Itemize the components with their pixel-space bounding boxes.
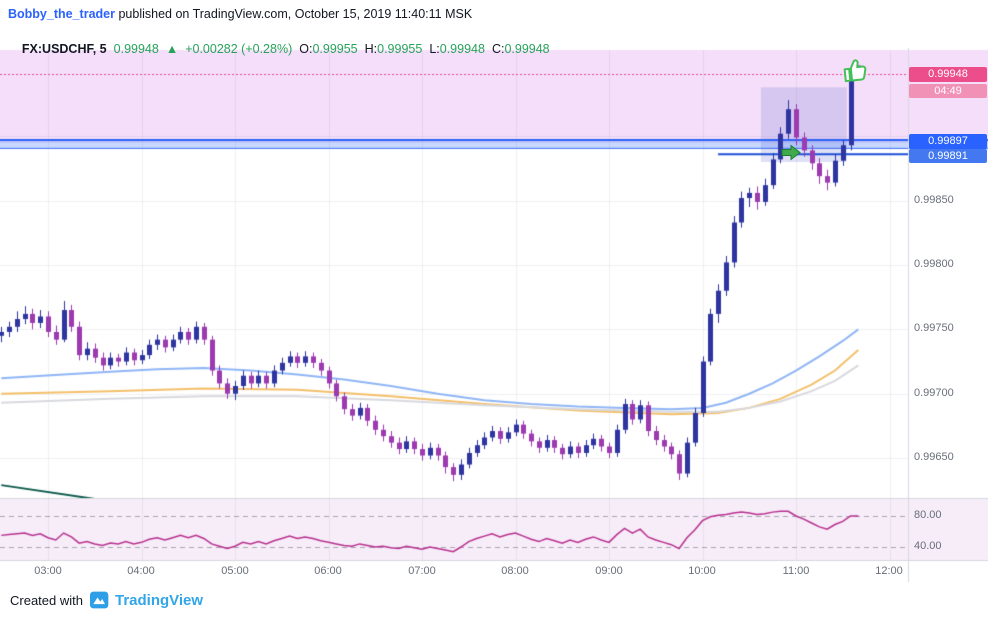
time-axis-label: 03:00 [34, 565, 62, 577]
time-axis-label: 04:00 [127, 565, 155, 577]
last-price-value: 0.99948 [113, 42, 159, 56]
bar-countdown-chip: 04:49 [909, 84, 987, 98]
time-axis-label: 08:00 [501, 565, 529, 577]
created-with-text: Created with [10, 592, 83, 608]
time-axis-label: 10:00 [688, 565, 716, 577]
time-axis-label: 05:00 [221, 565, 249, 577]
oscillator-guide-label: 80.00 [914, 509, 942, 521]
publish-text: published on TradingView.com, October 15… [114, 7, 473, 21]
last-price-chip: 0.99948 [909, 67, 987, 82]
low-value: 0.99948 [439, 42, 485, 56]
close-label: C: [491, 42, 505, 56]
change-up-arrow-icon: ▲ [165, 42, 179, 56]
time-axis-label: 12:00 [875, 565, 903, 577]
open-value: 0.99955 [312, 42, 358, 56]
time-axis-label: 07:00 [408, 565, 436, 577]
symbol-name[interactable]: FX:USDCHF, 5 [21, 42, 107, 56]
oscillator-guide-label: 40.00 [914, 540, 942, 552]
high-label: H: [364, 42, 378, 56]
price-axis-label: 0.99700 [914, 387, 954, 399]
level-upper-chip: 0.99897 [909, 134, 987, 149]
tradingview-logo-icon[interactable] [89, 589, 110, 611]
price-axis-label: 0.99850 [914, 194, 954, 206]
author-link[interactable]: Bobby_the_trader [8, 7, 115, 21]
open-label: O: [299, 42, 313, 56]
time-axis-label: 11:00 [782, 565, 810, 577]
price-axis-label: 0.99800 [914, 258, 954, 270]
time-axis-label: 09:00 [595, 565, 623, 577]
price-axis-label: 0.99750 [914, 322, 954, 334]
publish-info: Bobby_the_trader published on TradingVie… [8, 7, 472, 21]
buy-arrow-icon [781, 144, 801, 161]
price-axis-label: 0.99650 [914, 451, 954, 463]
symbol-legend[interactable]: FX:USDCHF, 5 0.99948 ▲ +0.00282 (+0.28%) O:0… [8, 28, 550, 70]
time-axis-label: 06:00 [314, 565, 342, 577]
low-label: L: [429, 42, 440, 56]
tradingview-wordmark[interactable]: TradingView [114, 591, 204, 609]
close-value: 0.99948 [504, 42, 550, 56]
thumbs-up-icon [843, 59, 867, 83]
level-lower-chip: 0.99891 [909, 149, 987, 163]
high-value: 0.99955 [377, 42, 423, 56]
attribution: Created with TradingView [10, 589, 203, 611]
price-change-value: +0.00282 (+0.28%) [185, 42, 293, 56]
